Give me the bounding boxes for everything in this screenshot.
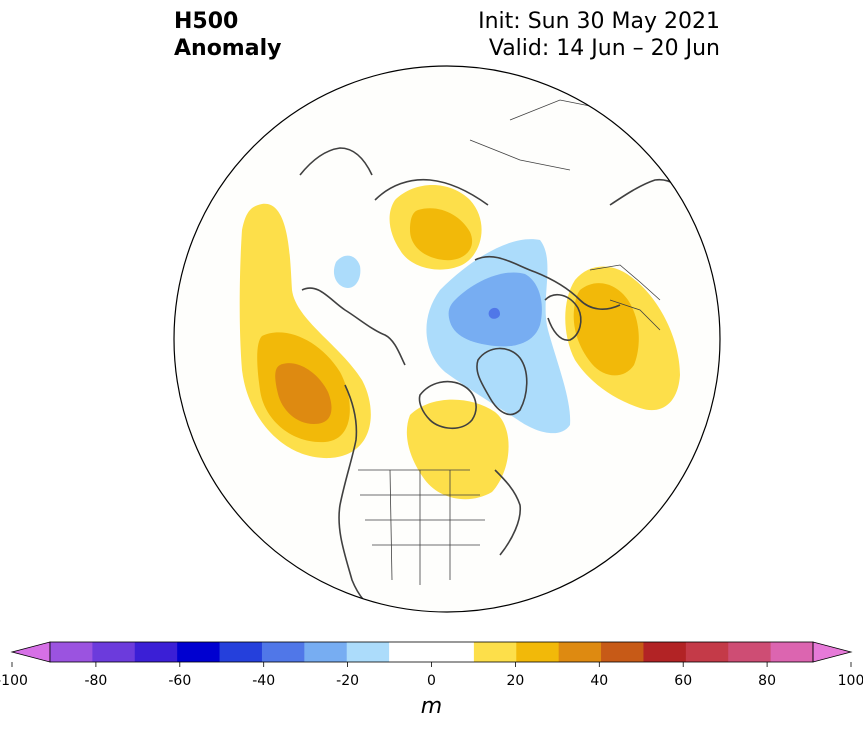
anomaly-region-kamchatka — [333, 255, 361, 288]
colorbar-cell — [389, 642, 432, 662]
colorbar-tick-label: 40 — [590, 673, 608, 689]
anomaly-region-central-canada — [406, 399, 509, 500]
colorbar-tick-label: 60 — [674, 673, 692, 689]
colorbar-cell — [516, 642, 560, 662]
colorbar-cell — [473, 642, 517, 662]
colorbar-extend-low — [10, 641, 51, 663]
colorbar-cell — [177, 642, 221, 662]
colorbar-cell — [92, 642, 136, 662]
anomaly-region-gulf-alaska-30 — [275, 363, 332, 424]
colorbar-tick-label: 100 — [838, 673, 863, 689]
valid-range: Valid: 14 Jun – 20 Jun — [488, 36, 720, 61]
anomaly-region-barents-30 — [488, 307, 500, 319]
colorbar-tick-label: 0 — [427, 673, 436, 689]
colorbar-tick-label: -100 — [0, 673, 28, 689]
anomaly-region-east-siberia-20 — [410, 208, 473, 261]
colorbar-cell — [50, 642, 93, 662]
colorbar-tick-label: 80 — [758, 673, 776, 689]
colorbar-cell — [770, 642, 814, 662]
colorbar-unit: m — [420, 694, 443, 719]
colorbar-cell — [261, 642, 305, 662]
map-border — [173, 65, 721, 613]
colorbar-tick-label: -80 — [84, 673, 107, 689]
colorbar-cell — [219, 642, 263, 662]
colorbar-tick-label: -60 — [168, 673, 191, 689]
colorbar-cell — [728, 642, 772, 662]
colorbar-cells — [10, 641, 853, 663]
init-date: Init: Sun 30 May 2021 — [478, 9, 720, 34]
variable-title: H500 — [174, 9, 239, 34]
colorbar-tick-label: 20 — [506, 673, 524, 689]
colorbar-cell — [558, 642, 602, 662]
title-block-left: H500 Anomaly — [174, 8, 281, 62]
polar-map — [173, 65, 721, 613]
colorbar-cell — [431, 642, 475, 662]
colorbar-cell — [601, 642, 644, 662]
colorbar: -100 -80 -60 -40 -20 0 20 40 60 80 100 — [0, 641, 863, 689]
coastlines — [299, 147, 691, 612]
colorbar-tick-label: -40 — [252, 673, 275, 689]
colorbar-ticks: -100 -80 -60 -40 -20 0 20 40 60 80 100 — [0, 662, 863, 689]
colorbar-cell — [304, 642, 348, 662]
borders — [358, 99, 661, 585]
colorbar-cell — [685, 642, 729, 662]
colorbar-cell — [346, 642, 390, 662]
colorbar-cell — [643, 642, 687, 662]
anomaly-subtitle: Anomaly — [174, 36, 282, 61]
colorbar-cell — [134, 642, 178, 662]
title-block-right: Init: Sun 30 May 2021 Valid: 14 Jun – 20… — [478, 8, 720, 62]
colorbar-tick-label: -20 — [336, 673, 359, 689]
colorbar-extend-high — [812, 641, 853, 663]
